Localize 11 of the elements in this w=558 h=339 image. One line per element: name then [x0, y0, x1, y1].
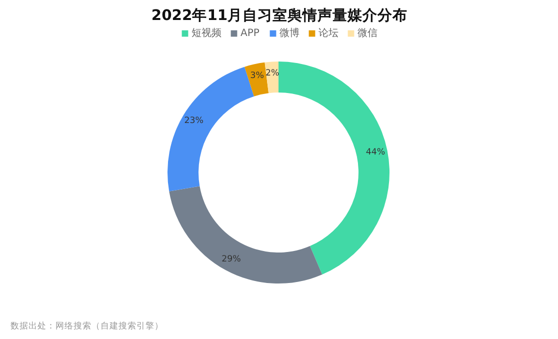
legend-label: APP	[240, 28, 260, 38]
data-label: 3%	[250, 70, 264, 81]
legend-label: 短视频	[192, 26, 222, 40]
data-label: 29%	[222, 254, 241, 264]
legend-label: 微信	[358, 27, 378, 40]
legend-label: 微博	[280, 26, 300, 40]
data-label: 44%	[366, 148, 386, 158]
legend-label: 论坛	[318, 27, 338, 40]
data-label: 23%	[184, 116, 204, 126]
chart-title: 2022年11月自习室舆情声量媒介分布	[151, 6, 408, 24]
text: 数据出处：网络搜索（自建搜索引擎）	[10, 320, 164, 332]
